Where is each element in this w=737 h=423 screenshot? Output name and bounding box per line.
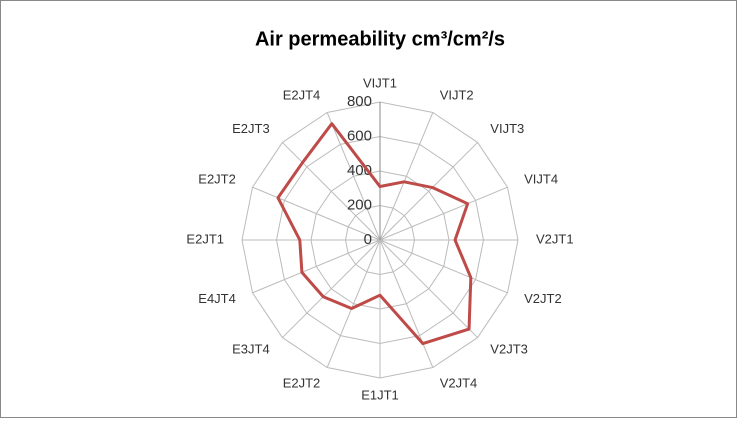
category-label: E2JT1 (186, 231, 224, 246)
chart-title: Air permeability cm³/cm²/s (255, 28, 505, 50)
spoke (379, 239, 508, 294)
spoke (379, 112, 434, 241)
category-label: VIJT4 (524, 172, 558, 187)
spoke (282, 239, 381, 338)
spoke (379, 186, 508, 241)
category-label: V2JT1 (536, 231, 574, 246)
category-label: E2JT3 (232, 121, 270, 136)
spoke (379, 239, 478, 338)
category-label: VIJT3 (490, 121, 524, 136)
spoke (252, 186, 381, 241)
category-label: E4JT4 (198, 291, 236, 306)
category-label: VIJT2 (440, 87, 474, 102)
category-label: VIJT1 (363, 75, 397, 90)
tick-label: 600 (347, 127, 372, 144)
category-label: V2JT2 (524, 291, 562, 306)
spoke (326, 239, 381, 368)
category-label: V2JT3 (490, 342, 528, 357)
category-label: E3JT4 (232, 342, 270, 357)
spoke (379, 142, 478, 241)
category-label: E1JT1 (361, 387, 399, 402)
tick-label: 200 (347, 196, 372, 213)
spoke (326, 112, 381, 241)
category-label: E2JT2 (198, 172, 236, 187)
series-line (276, 122, 473, 346)
category-label: V2JT4 (440, 376, 478, 391)
tick-label: 0 (364, 231, 372, 248)
category-label: E2JT2 (283, 376, 321, 391)
category-label: E2JT4 (283, 87, 321, 102)
spoke (379, 239, 434, 368)
spoke (282, 142, 381, 241)
tick-label: 800 (347, 93, 372, 110)
spoke (252, 239, 381, 294)
